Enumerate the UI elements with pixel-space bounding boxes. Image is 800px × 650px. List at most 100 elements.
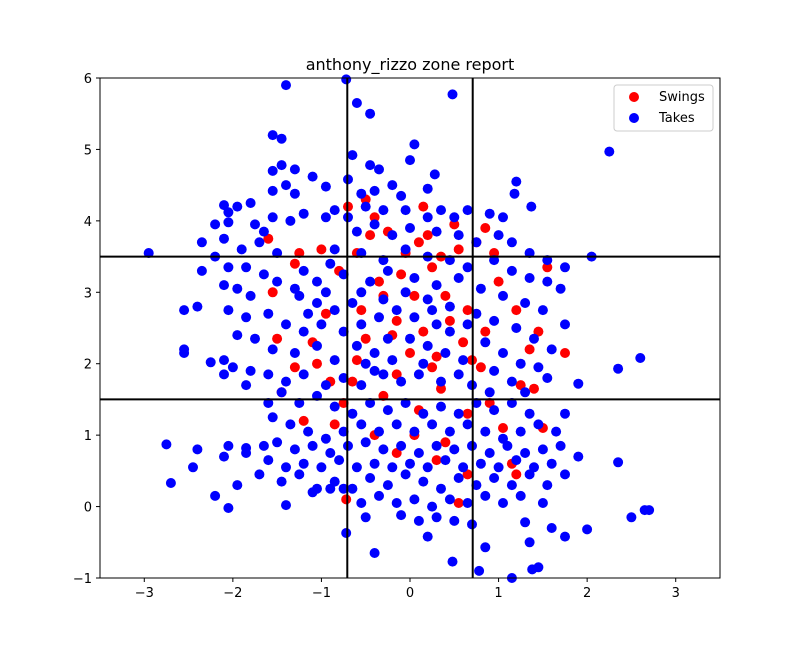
take-point: [351, 226, 362, 237]
swing-point: [444, 315, 455, 326]
swing-point: [427, 362, 438, 373]
take-point: [369, 348, 380, 358]
strike-zone: [100, 78, 720, 578]
take-point: [400, 398, 411, 408]
swing-point: [312, 358, 322, 369]
take-point: [613, 457, 624, 468]
take-point: [489, 315, 500, 326]
take-point: [396, 510, 407, 521]
take-point: [533, 419, 544, 430]
take-point: [143, 248, 154, 258]
take-point: [542, 373, 553, 383]
take-point: [223, 217, 234, 228]
swing-point: [351, 355, 362, 366]
take-point: [365, 398, 376, 408]
take-point: [329, 401, 340, 412]
take-point: [289, 164, 300, 175]
take-point: [422, 340, 433, 351]
take-point: [329, 355, 340, 366]
swing-point: [493, 276, 504, 287]
take-point: [267, 130, 278, 141]
take-point: [232, 480, 243, 491]
take-point: [312, 390, 322, 401]
take-point: [635, 353, 646, 363]
take-point: [316, 462, 327, 473]
swing-point: [524, 344, 535, 355]
take-point: [418, 408, 429, 419]
take-point: [281, 500, 291, 511]
take-point: [413, 369, 424, 380]
swing-point: [529, 383, 539, 394]
take-point: [241, 448, 252, 458]
take-point: [546, 458, 557, 469]
swing-point: [422, 230, 433, 241]
take-point: [298, 326, 309, 337]
take-point: [498, 212, 508, 223]
take-point: [232, 201, 243, 212]
take-point: [449, 212, 460, 223]
take-point: [493, 230, 504, 241]
take-point: [320, 433, 331, 444]
take-point: [422, 294, 433, 305]
take-point: [347, 298, 358, 308]
x-axis: −3 −2 −1 0 1 2 3: [135, 578, 680, 601]
take-point: [254, 469, 265, 480]
take-point: [378, 294, 389, 305]
take-point: [418, 358, 429, 369]
take-point: [453, 369, 464, 380]
take-point: [542, 276, 553, 287]
take-point: [560, 531, 570, 542]
swing-point: [462, 469, 473, 480]
y-tick-label: 4: [84, 215, 92, 230]
take-point: [422, 183, 433, 194]
take-point: [281, 319, 291, 330]
take-point: [511, 176, 522, 187]
take-point: [533, 562, 544, 573]
take-point: [223, 305, 234, 316]
swing-point: [320, 308, 331, 319]
take-point: [462, 262, 473, 273]
swing-point: [329, 419, 340, 430]
take-point: [405, 155, 415, 166]
take-point: [387, 180, 398, 191]
take-point: [382, 480, 393, 491]
take-point: [338, 373, 349, 383]
take-point: [509, 188, 520, 199]
swing-point: [316, 244, 327, 255]
swing-point: [365, 230, 376, 241]
take-point: [365, 160, 376, 171]
take-point: [263, 369, 274, 380]
swing-point: [462, 305, 473, 316]
swing-point: [462, 408, 473, 419]
take-point: [515, 490, 526, 501]
take-point: [258, 269, 269, 280]
take-point: [515, 426, 526, 437]
take-point: [161, 439, 172, 450]
take-point: [489, 365, 500, 376]
swing-point: [356, 305, 367, 316]
take-point: [480, 426, 491, 437]
take-point: [205, 357, 216, 368]
take-point: [188, 462, 198, 473]
take-point: [341, 74, 352, 85]
take-point: [281, 80, 291, 91]
y-tick-label: 6: [84, 72, 92, 87]
take-point: [254, 237, 265, 248]
take-point: [471, 237, 482, 248]
take-point: [374, 426, 384, 437]
swing-point: [378, 390, 389, 401]
swing-point: [511, 305, 522, 316]
take-point: [444, 301, 455, 312]
take-point: [431, 440, 442, 451]
take-point: [422, 212, 433, 223]
swing-point: [560, 348, 570, 358]
take-point: [276, 476, 287, 487]
take-point: [281, 180, 291, 191]
take-point: [179, 348, 190, 358]
take-point: [489, 255, 500, 266]
take-point: [267, 212, 278, 223]
take-point: [475, 283, 486, 294]
take-point: [289, 348, 300, 358]
swing-point: [489, 248, 500, 258]
